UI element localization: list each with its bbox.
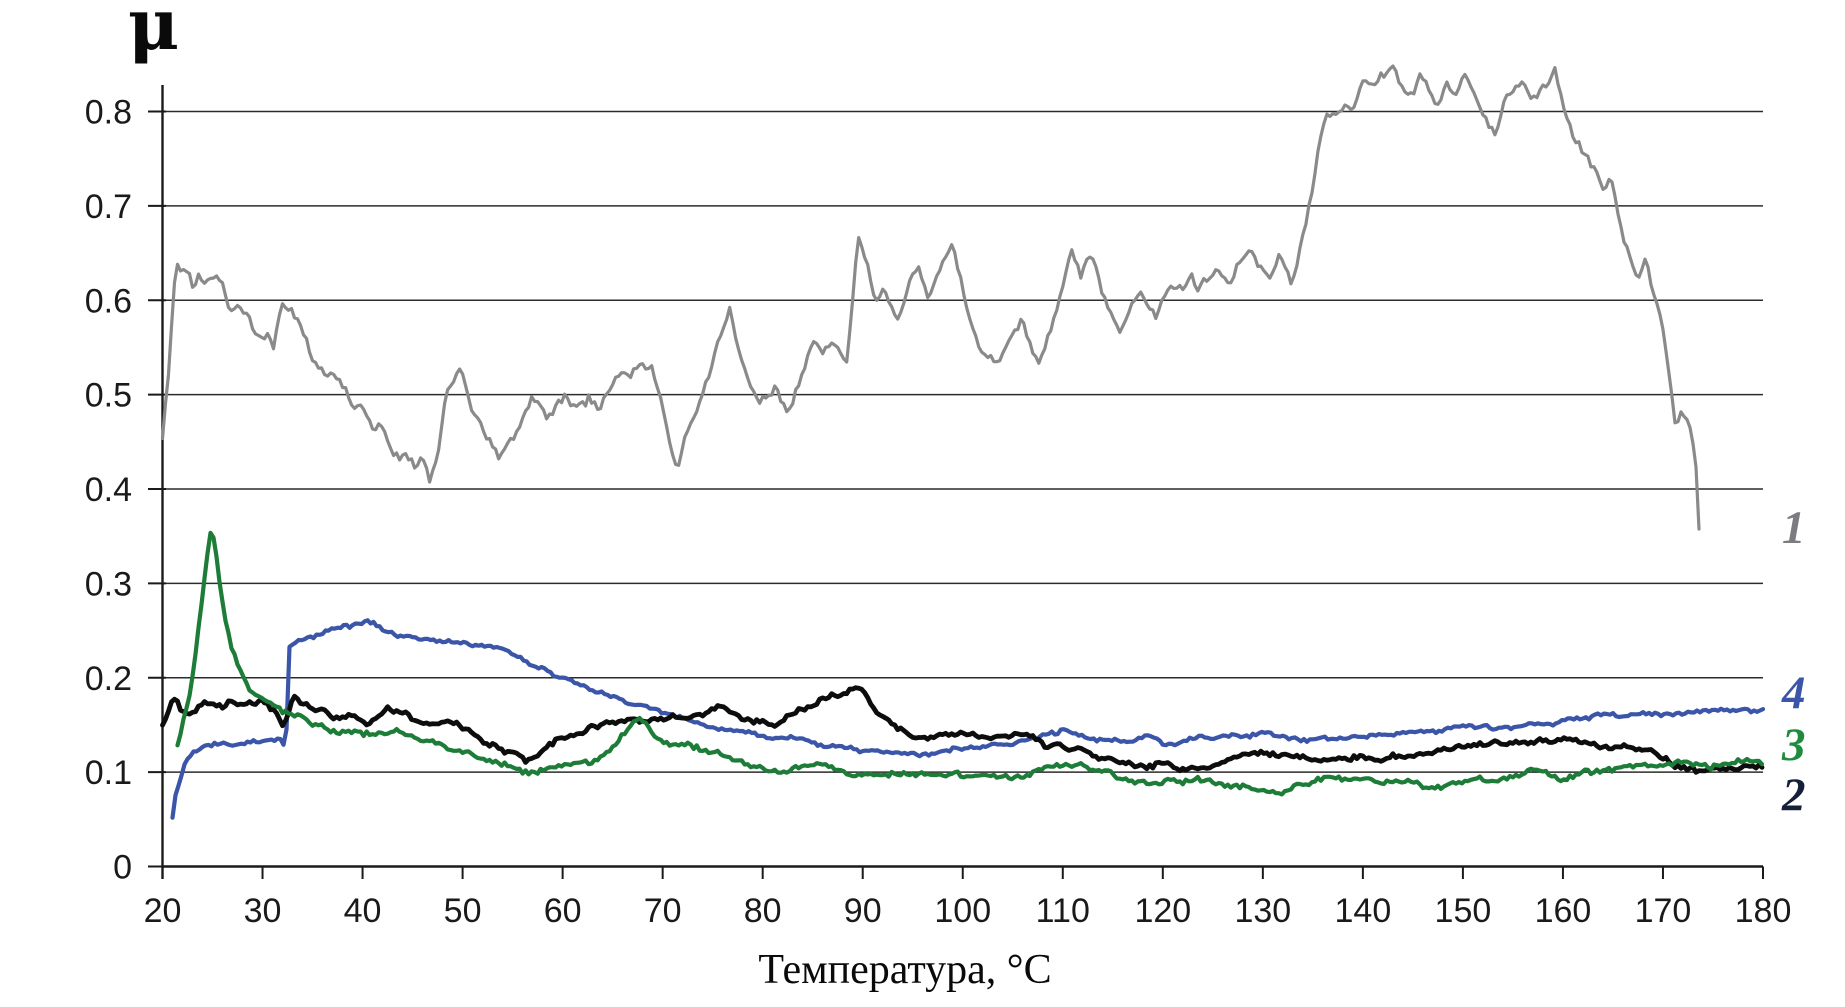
y-tick-label-0.2: 0.2	[85, 660, 132, 698]
x-tick-label-80: 80	[744, 892, 782, 930]
series-label-2: 2	[1781, 769, 1806, 821]
x-tick-label-40: 40	[344, 892, 382, 930]
x-tick-label-70: 70	[644, 892, 682, 930]
y-tick-label-0: 0	[113, 849, 132, 887]
curve-3	[175, 530, 1765, 797]
x-tick-label-150: 150	[1435, 892, 1492, 930]
curve-1	[160, 64, 1701, 531]
x-axis-title: Температура, °C	[758, 947, 1052, 993]
x-tick-label-170: 170	[1635, 892, 1692, 930]
y-tick-label-0.4: 0.4	[85, 471, 132, 509]
y-tick-label-0.6: 0.6	[85, 282, 132, 320]
x-tick-label-180: 180	[1735, 892, 1792, 930]
curve-4	[170, 618, 1766, 820]
y-tick-label-0.1: 0.1	[85, 754, 132, 792]
series-label-4: 4	[1781, 667, 1806, 719]
y-tick-label-0.8: 0.8	[85, 94, 132, 132]
x-tick-label-100: 100	[934, 892, 991, 930]
y-tick-label-0.5: 0.5	[85, 377, 132, 415]
x-tick-label-20: 20	[144, 892, 182, 930]
series-label-3: 3	[1781, 719, 1806, 771]
y-tick-label-0.3: 0.3	[85, 565, 132, 603]
x-tick-label-160: 160	[1535, 892, 1592, 930]
x-tick-label-140: 140	[1335, 892, 1392, 930]
x-tick-label-130: 130	[1234, 892, 1291, 930]
x-tick-label-120: 120	[1134, 892, 1191, 930]
x-tick-label-90: 90	[844, 892, 882, 930]
curve-2	[160, 685, 1765, 775]
x-tick-label-60: 60	[544, 892, 582, 930]
y-axis-title: μ	[128, 0, 180, 66]
x-tick-label-110: 110	[1036, 892, 1090, 930]
x-tick-label-30: 30	[244, 892, 282, 930]
series-label-1: 1	[1782, 502, 1806, 554]
x-tick-label-50: 50	[444, 892, 482, 930]
y-tick-label-0.7: 0.7	[85, 188, 132, 226]
